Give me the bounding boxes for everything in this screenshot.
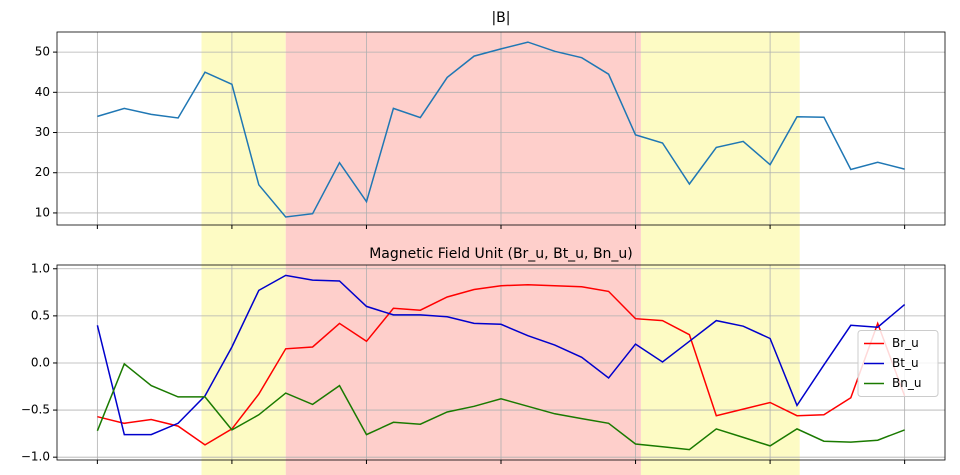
y-tick-label: 20: [35, 165, 50, 179]
chart-title: Magnetic Field Unit (Br_u, Bt_u, Bn_u): [369, 246, 633, 262]
y-tick-label: 1.0: [31, 261, 50, 275]
y-tick-label: −0.5: [21, 403, 50, 417]
legend-box: [857, 330, 939, 397]
highlight-span: [640, 32, 800, 475]
chart-title: |B|: [491, 10, 510, 26]
axes-frame: [56, 31, 946, 226]
y-tick-label: 50: [35, 45, 50, 59]
legend-label: Br_u: [892, 336, 919, 350]
y-tick-label: 10: [35, 205, 50, 219]
data-line: [97, 41, 905, 218]
highlight-span: [285, 32, 641, 475]
data-line: [96, 274, 906, 436]
y-tick-label: −1.0: [21, 450, 50, 464]
y-tick-label: 0.0: [31, 355, 50, 369]
y-tick-label: 30: [35, 125, 50, 139]
legend-label: Bt_u: [892, 356, 919, 370]
legend: Br_u Bt_u Bn_u: [857, 330, 939, 397]
y-tick-label: 40: [35, 85, 50, 99]
y-tick-label: 0.5: [31, 308, 50, 322]
axes-frame: [56, 264, 946, 461]
legend-label: Bn_u: [892, 376, 921, 390]
data-line: [96, 362, 905, 451]
highlight-span: [201, 32, 286, 475]
